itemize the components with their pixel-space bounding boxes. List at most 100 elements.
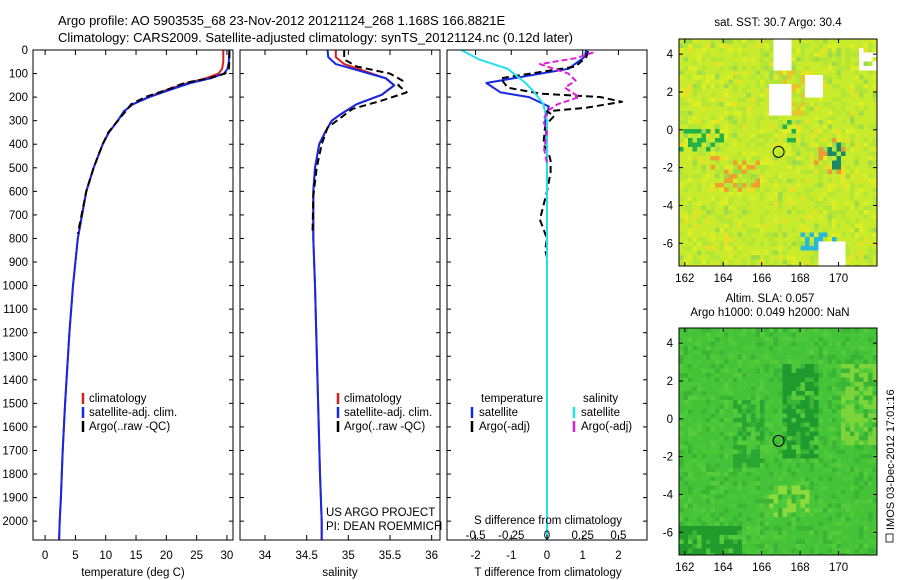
sla-map-cell [823,449,828,455]
sla-map-cell [742,332,747,338]
sst-map-cell [787,196,792,202]
sst-map-cell [872,201,877,206]
sst-map-cell [872,210,877,215]
sst-map-cell [692,70,698,76]
sst-map-cell [755,241,761,247]
sla-map-cell [706,503,711,509]
sla-map-cell [751,400,756,405]
sst-map-cell [832,214,837,220]
sla-map-cell [746,400,752,405]
sst-map-cell [863,201,869,206]
sst-map-cell [809,201,815,206]
sst-map-cell [863,147,869,152]
sst-map-cell [737,169,743,175]
sla-map-cell [701,431,707,437]
sst-map-cell [751,129,756,134]
sst-map-cell [697,223,702,229]
sla-map-cell [755,350,761,356]
sst-map-cell [868,79,873,85]
sla-map-cell [836,395,842,401]
sst-map-cell [823,214,828,220]
sla-map-cell [773,341,779,347]
sla-map-cell [751,422,756,428]
sla-map-cell [827,467,833,473]
sla-map-cell [809,431,815,437]
sla-map-cell [836,346,842,351]
temperature-legend-label: Argo(..raw -QC) [89,421,170,433]
sst-map-cell [710,120,716,125]
sst-map-cell [742,178,747,184]
sla-map-cell [755,386,761,392]
sla-map-cell [823,436,828,441]
sla-map-cell [778,422,783,428]
sla-map-cell [868,436,873,441]
sst-map-cell [733,210,738,215]
sla-map-cell [791,494,797,500]
sst-map-cell [683,250,689,256]
sla-map-cell [728,535,734,540]
sla-map-cell [872,539,877,545]
sla-map-cell [688,368,693,374]
sla-map-cell [872,382,877,387]
sla-map-cell [836,472,842,477]
sla-map-cell [701,481,707,486]
sst-map-cell [814,196,819,202]
sla-map-cell [728,346,734,351]
sst-map-cell [773,192,779,197]
sla-map-cell [863,503,869,509]
sst-map-cell [818,219,824,224]
sla-map-cell [868,490,873,495]
sst-map-cell [832,241,837,247]
sla-map-cell [733,454,738,459]
sla-map-cell [868,494,873,500]
sla-map-cell [751,508,756,513]
salinity-xtick-label: 34 [259,550,272,562]
sla-map-cell [859,490,864,495]
sla-map-cell [755,512,761,518]
sst-map-cell [742,75,747,80]
sla-map-cell [701,364,707,369]
sla-map-cell [827,458,833,464]
sst-map-cell [805,88,810,94]
sst-map-cell [818,196,824,202]
sst-map-cell [796,39,801,44]
sla-map-cell [814,517,819,522]
sla-map-cell [872,391,877,396]
sla-map-cell [818,476,824,482]
sst-map-cell [805,115,810,121]
sst-map-cell [692,48,698,53]
sla-map-cell [679,521,684,527]
sla-map-cell [701,373,707,378]
sst-map-cell [710,106,716,112]
sla-map-cell [706,499,711,504]
sla-map-cell [859,409,864,414]
sla-map-cell [850,521,855,527]
sst-map-cell [791,111,797,116]
sla-map-cell [755,359,761,365]
sst-map-cell [751,232,756,238]
sst-map-cell [737,129,743,134]
sst-map-cell [724,75,729,80]
sla-map-cell [764,535,770,540]
sla-map-cell [706,377,711,383]
sla-map-cell [701,359,707,365]
sst-map-cell [751,88,756,94]
sla-map-cell [823,472,828,477]
sla-map-cell [787,490,792,495]
sst-map-cell [751,79,756,85]
sst-map-cell [814,187,819,193]
sla-map-cell [841,526,846,531]
sla-map-cell [773,400,779,405]
sla-map-cell [706,449,711,455]
sst-map-cell [737,97,743,103]
sla-map-cell [737,503,743,509]
sst-map-cell [818,223,824,229]
depth-tick-label: 1900 [2,493,28,505]
sst-map-cell [823,102,828,107]
sla-map-cell [863,391,869,396]
sla-map-cell [800,490,806,495]
sst-map-cell [706,255,711,260]
sla-map-cell [832,458,837,464]
sla-map-cell [755,418,761,423]
sst-map-cell [791,124,797,130]
